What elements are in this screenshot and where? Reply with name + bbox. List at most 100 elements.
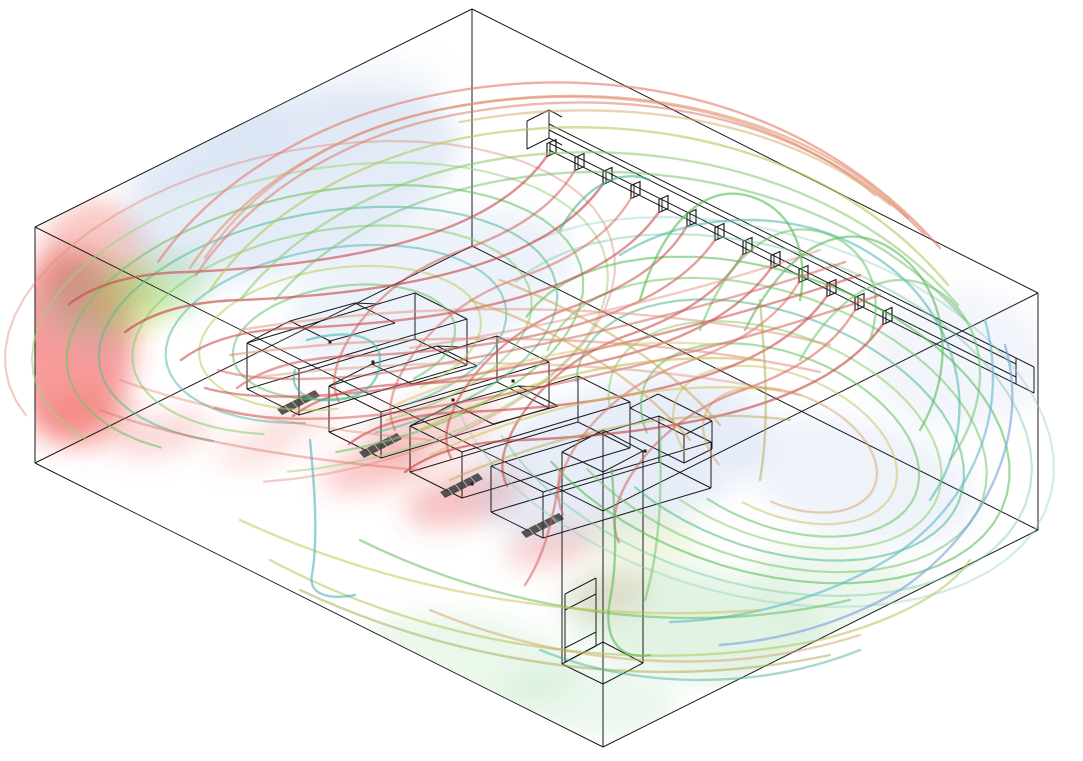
streamline (203, 273, 862, 398)
streamline (428, 608, 862, 663)
column-edge (602, 450, 644, 473)
column-edge (683, 448, 713, 464)
density-blob (743, 414, 977, 546)
grille-slat (462, 480, 469, 487)
streamline (403, 322, 885, 474)
grille-slat (447, 487, 453, 495)
machine-edge (246, 338, 416, 390)
machine-hood-edge (329, 322, 396, 342)
room-edge (34, 8, 473, 228)
machine-edge (414, 292, 468, 320)
volumetric-density-field (35, 57, 1038, 736)
duct-rail (548, 123, 1017, 359)
density-blob (870, 290, 1038, 430)
streamline (498, 278, 722, 427)
duct-vent (686, 208, 697, 228)
streamline (743, 235, 944, 432)
machine-hood-edge (371, 345, 438, 365)
column-edge (629, 393, 659, 409)
grille-slat (373, 444, 380, 451)
density-blob (35, 392, 140, 448)
machine-edge (658, 461, 712, 489)
column-edge (683, 420, 713, 436)
density-blob (473, 377, 767, 543)
vertex-node (328, 340, 332, 344)
streamline (448, 414, 792, 482)
room-edge (34, 462, 604, 748)
grille-slat (291, 401, 298, 408)
streamline (298, 588, 832, 674)
density-blob (118, 412, 212, 458)
streamline (208, 126, 950, 292)
vent-frame (686, 208, 697, 228)
streamline (643, 428, 662, 602)
duct-edge (526, 137, 550, 150)
streamline (118, 378, 432, 442)
grille-slat (528, 527, 534, 535)
streamline (500, 232, 1033, 598)
streamline (389, 196, 633, 432)
streamline (798, 278, 982, 462)
vent-frame (826, 278, 837, 298)
streamline (98, 408, 422, 472)
duct-rail (548, 149, 1017, 385)
streamline (758, 298, 767, 482)
vertex-node (643, 449, 647, 453)
streamline (248, 362, 802, 397)
duct-rail (548, 142, 1017, 378)
machine-edge (542, 487, 712, 539)
machine-edge (490, 461, 660, 513)
streamline (618, 218, 961, 502)
duct-edge (1015, 383, 1035, 394)
streamline (65, 183, 585, 454)
machine-edge (328, 381, 498, 433)
streamline (668, 318, 995, 624)
streamline (30, 161, 610, 473)
streamline (203, 95, 877, 260)
duct-vent (658, 194, 669, 214)
column-edge (602, 641, 644, 664)
streamline (718, 343, 1014, 647)
streamline (557, 280, 801, 516)
vent-frame (770, 250, 781, 270)
streamline (235, 238, 717, 390)
density-blob (215, 57, 445, 183)
vent-frame (658, 194, 669, 214)
vent-frame (714, 222, 725, 242)
grille-slat (470, 476, 476, 484)
streamline (231, 283, 457, 401)
streamline (607, 468, 652, 657)
machine-edge (490, 465, 544, 493)
streamlines (4, 81, 1055, 682)
streamline (333, 168, 577, 404)
density-blob (215, 430, 295, 470)
streamline (156, 81, 942, 264)
streamline (238, 307, 832, 347)
streamline (4, 139, 616, 483)
streamline (194, 101, 927, 277)
grille-slat (543, 520, 550, 527)
streamline (607, 320, 943, 550)
streamline (273, 170, 967, 322)
streamline (558, 175, 652, 232)
streamline (238, 518, 762, 615)
vertex-node (470, 482, 474, 486)
vertex-node (371, 360, 375, 364)
machine-edge (328, 335, 498, 387)
streamline (292, 333, 382, 402)
machine-edge (298, 318, 468, 370)
machine-hood-edge (492, 405, 559, 425)
machine-hood-edge (328, 363, 373, 387)
vertex-node (451, 398, 455, 402)
duct-vent (770, 250, 781, 270)
room-edge (471, 8, 1039, 294)
streamline (164, 243, 508, 425)
grille-slat (535, 524, 542, 531)
streamline (501, 252, 745, 488)
column-edge (561, 451, 604, 473)
streamline (458, 109, 892, 207)
room-edge (34, 226, 604, 512)
streamline (671, 364, 899, 526)
